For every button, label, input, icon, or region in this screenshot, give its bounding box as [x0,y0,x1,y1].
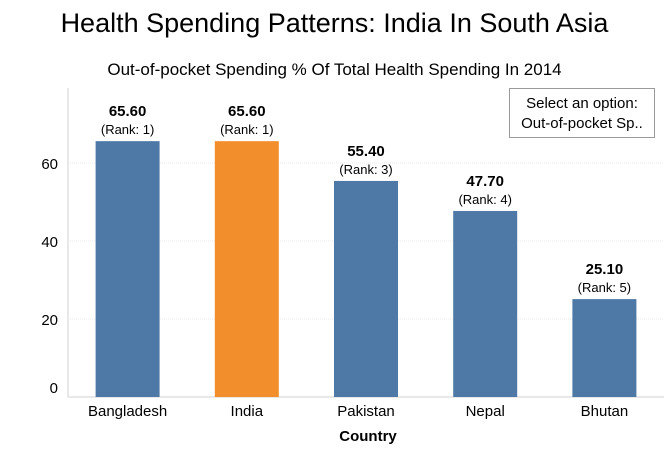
selector-value[interactable]: Out-of-pocket Sp.. [521,115,643,132]
bar-value-label: 47.70 [466,173,504,190]
y-tick-label: 20 [41,312,58,329]
bar-rank-label: (Rank: 5) [578,280,631,295]
bar-nepal [453,210,518,397]
bar-bhutan [572,299,637,397]
bar-value-label: 25.10 [586,261,624,278]
option-selector[interactable]: Select an option: Out-of-pocket Sp.. [509,88,655,138]
bar-pakistan [334,180,398,397]
x-tick-label: Pakistan [337,403,395,420]
y-tick-label: 0 [50,380,58,397]
x-tick-label: Bangladesh [88,403,167,420]
x-tick-label: Nepal [466,403,505,420]
x-tick-label: India [231,403,264,420]
bar-value-label: 65.60 [109,103,147,120]
bar-rank-label: (Rank: 3) [339,162,392,177]
bar-rank-label: (Rank: 4) [458,192,511,207]
chart-subtitle: Out-of-pocket Spending % Of Total Health… [107,60,562,79]
y-tick-label: 40 [41,234,58,251]
bar-rank-label: (Rank: 1) [101,122,154,137]
bar-rank-label: (Rank: 1) [220,122,273,137]
bar-value-label: 55.40 [347,143,385,160]
selector-label: Select an option: [526,95,638,112]
y-tick-label: 60 [41,156,58,173]
chart-title: Health Spending Patterns: India In South… [60,8,609,38]
bar-bangladesh [95,141,160,397]
x-axis-title: Country [339,428,397,445]
bar-value-label: 65.60 [228,103,266,120]
x-tick-label: Bhutan [581,403,629,420]
bar-india [214,141,279,397]
